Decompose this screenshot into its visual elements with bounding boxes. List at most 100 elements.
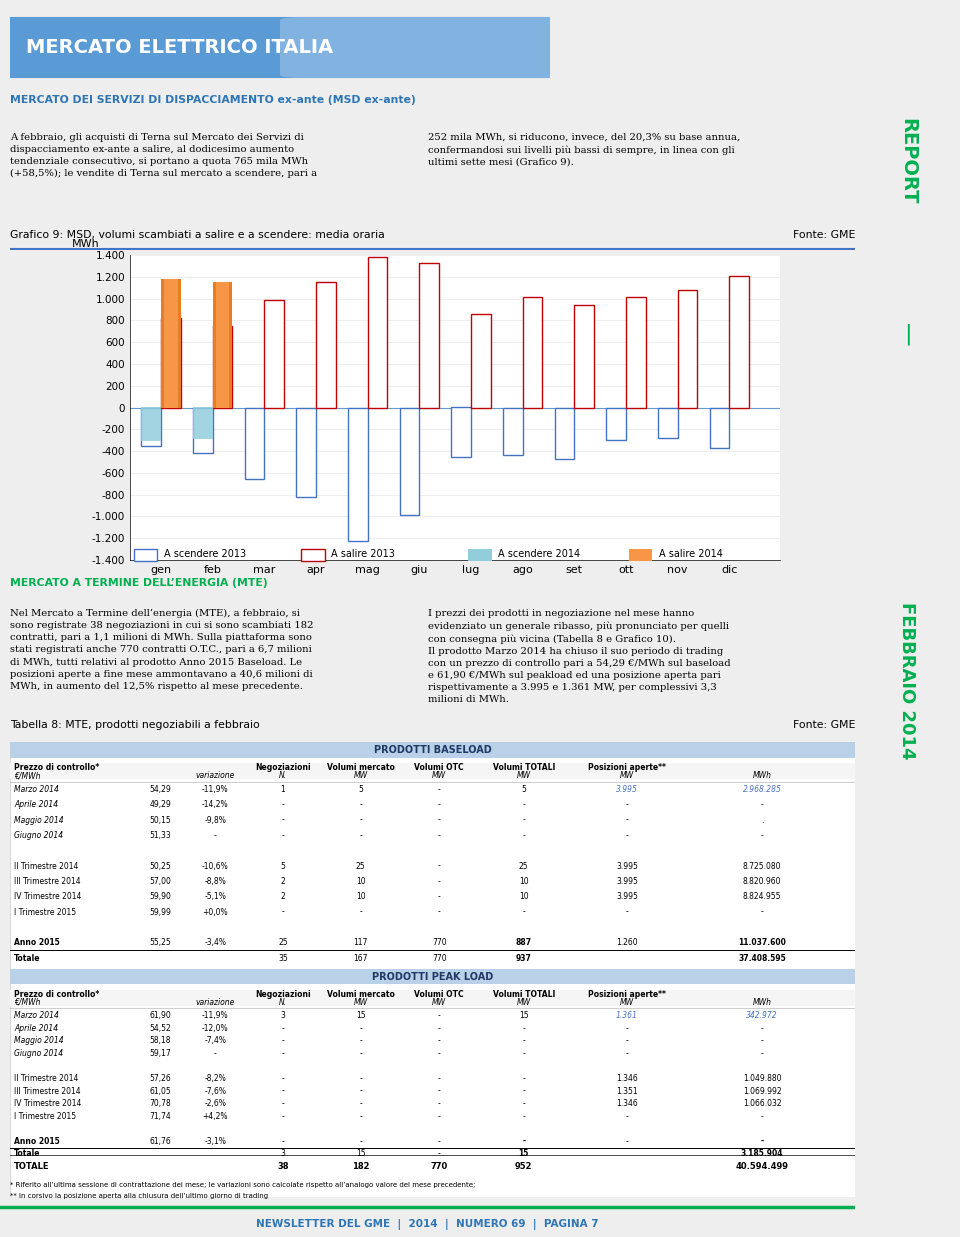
Text: -: - <box>760 1049 763 1058</box>
Text: 59,99: 59,99 <box>150 908 171 917</box>
Text: Prezzo di controllo*: Prezzo di controllo* <box>14 990 100 998</box>
Text: 2: 2 <box>280 892 285 902</box>
Text: -11,9%: -11,9% <box>202 784 228 794</box>
Text: PRODOTTI PEAK LOAD: PRODOTTI PEAK LOAD <box>372 972 493 982</box>
Text: -8,2%: -8,2% <box>204 1074 227 1084</box>
Text: -: - <box>359 1049 362 1058</box>
Text: -: - <box>522 1100 525 1108</box>
Text: III Trimestre 2014: III Trimestre 2014 <box>14 877 81 886</box>
Text: 1.351: 1.351 <box>616 1086 637 1096</box>
Text: Totale: Totale <box>14 1149 40 1158</box>
Bar <box>141 407 161 442</box>
Text: 2: 2 <box>280 877 285 886</box>
Text: A scendere 2014: A scendere 2014 <box>498 549 581 559</box>
Text: 54,29: 54,29 <box>150 784 171 794</box>
Text: -: - <box>522 1086 525 1096</box>
Text: Maggio 2014: Maggio 2014 <box>14 1037 64 1045</box>
Text: -: - <box>522 831 525 840</box>
Bar <box>133 549 157 562</box>
Text: Volumi mercato: Volumi mercato <box>326 762 395 772</box>
Text: -: - <box>438 892 441 902</box>
Text: -12,0%: -12,0% <box>202 1024 228 1033</box>
Text: -: - <box>522 1137 525 1145</box>
Text: Fonte: GME: Fonte: GME <box>793 230 855 240</box>
Text: MW: MW <box>353 771 368 781</box>
Text: -: - <box>281 1112 284 1121</box>
Text: -: - <box>438 1024 441 1033</box>
Text: NEWSLETTER DEL GME  |  2014  |  NUMERO 69  |  PAGINA 7: NEWSLETTER DEL GME | 2014 | NUMERO 69 | … <box>256 1220 599 1231</box>
Text: Volumi mercato: Volumi mercato <box>326 990 395 998</box>
Text: 937: 937 <box>516 954 532 962</box>
Bar <box>297 407 316 497</box>
Text: 59,17: 59,17 <box>150 1049 171 1058</box>
Text: -: - <box>281 1074 284 1084</box>
Text: ** In corsivo la posizione aperta alla chiusura dell’ultimo giorno di trading: ** In corsivo la posizione aperta alla c… <box>10 1194 268 1199</box>
Text: 10: 10 <box>356 892 366 902</box>
Text: II Trimestre 2014: II Trimestre 2014 <box>14 1074 79 1084</box>
Text: MW: MW <box>432 998 446 1007</box>
Text: -: - <box>438 831 441 840</box>
Bar <box>607 407 626 440</box>
Text: -: - <box>359 815 362 825</box>
Text: 770: 770 <box>432 954 446 962</box>
Text: -7,4%: -7,4% <box>204 1037 227 1045</box>
Bar <box>264 299 284 407</box>
Text: -: - <box>438 1012 441 1021</box>
Text: -: - <box>522 1074 525 1084</box>
Text: MERCATO A TERMINE DELL’ENERGIA (MTE): MERCATO A TERMINE DELL’ENERGIA (MTE) <box>10 578 268 588</box>
Text: -: - <box>522 1049 525 1058</box>
Text: Maggio 2014: Maggio 2014 <box>14 815 64 825</box>
Text: 70,78: 70,78 <box>150 1100 171 1108</box>
Text: Volumi OTC: Volumi OTC <box>415 762 464 772</box>
Text: -: - <box>281 1049 284 1058</box>
Text: -: - <box>626 1049 628 1058</box>
Text: 3: 3 <box>280 1149 285 1158</box>
Text: -: - <box>760 1037 763 1045</box>
Text: 952: 952 <box>515 1162 533 1171</box>
FancyBboxPatch shape <box>0 17 571 78</box>
Text: -: - <box>359 1037 362 1045</box>
Text: -: - <box>214 831 217 840</box>
Text: 1.260: 1.260 <box>616 939 637 948</box>
Text: -10,6%: -10,6% <box>202 861 228 871</box>
Text: 5: 5 <box>521 784 526 794</box>
Bar <box>709 407 730 448</box>
Text: 15: 15 <box>518 1149 529 1158</box>
Text: -: - <box>522 800 525 809</box>
Text: -7,6%: -7,6% <box>204 1086 227 1096</box>
Text: -: - <box>359 1112 362 1121</box>
Text: PRODOTTI BASELOAD: PRODOTTI BASELOAD <box>373 745 492 755</box>
Bar <box>730 276 749 407</box>
Bar <box>626 297 646 407</box>
Text: -: - <box>438 1112 441 1121</box>
Text: -: - <box>438 1049 441 1058</box>
Bar <box>555 407 574 459</box>
Text: 25: 25 <box>356 861 366 871</box>
Text: -: - <box>438 1149 441 1158</box>
Bar <box>161 280 180 407</box>
Bar <box>316 282 336 407</box>
Text: 10: 10 <box>519 892 529 902</box>
Text: 770: 770 <box>431 1162 448 1171</box>
Text: -: - <box>281 800 284 809</box>
Bar <box>399 407 420 516</box>
Text: -: - <box>760 1112 763 1121</box>
Text: 51,33: 51,33 <box>150 831 171 840</box>
Text: -8,8%: -8,8% <box>204 877 227 886</box>
Text: -11,9%: -11,9% <box>202 1012 228 1021</box>
Text: Anno 2015: Anno 2015 <box>14 1137 60 1145</box>
Text: -: - <box>438 800 441 809</box>
Text: IV Trimestre 2014: IV Trimestre 2014 <box>14 1100 82 1108</box>
Text: III Trimestre 2014: III Trimestre 2014 <box>14 1086 81 1096</box>
Text: -: - <box>438 815 441 825</box>
Text: €/MWh: €/MWh <box>14 998 40 1007</box>
Text: -: - <box>438 1074 441 1084</box>
Text: -: - <box>438 861 441 871</box>
Text: REPORT: REPORT <box>898 118 917 204</box>
Text: 252 mila MWh, si riducono, invece, del 20,3% su base annua,
confermandosi sui li: 252 mila MWh, si riducono, invece, del 2… <box>428 132 740 167</box>
Text: 342.972: 342.972 <box>746 1012 778 1021</box>
Text: Anno 2015: Anno 2015 <box>14 939 60 948</box>
Text: MW: MW <box>353 998 368 1007</box>
Text: 61,76: 61,76 <box>150 1137 171 1145</box>
Text: II Trimestre 2014: II Trimestre 2014 <box>14 861 79 871</box>
